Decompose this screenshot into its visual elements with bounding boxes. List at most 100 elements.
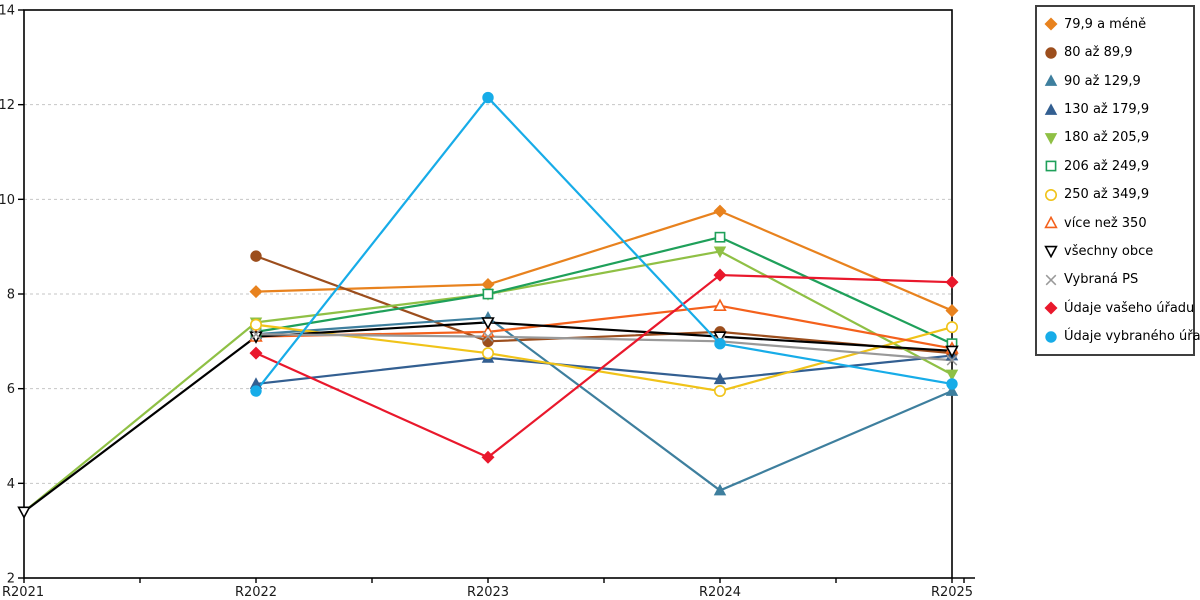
series-marker-circle [714,338,726,350]
series-marker-diamond [713,268,727,282]
series-marker-triangle-down [945,369,959,382]
legend-marker-icon [1044,216,1058,229]
series-marker-circle [945,321,958,334]
x-axis-label: R2021 [2,585,44,600]
series-line-9 [255,333,953,362]
legend-item-11: Údaje vybraného úřadu [1044,324,1200,350]
legend-item-4: 180 až 205,9 [1044,125,1193,151]
series-marker-diamond [249,346,263,360]
series-marker-triangle-down [945,345,959,359]
legend-marker-icon [1045,47,1057,59]
x-axis-label: R2023 [467,585,509,600]
legend-item-1: 80 až 89,9 [1044,40,1193,66]
series-marker-x [250,328,262,340]
legend-item-0: 79,9 a méně [1044,11,1193,37]
series-marker-circle [1045,188,1057,201]
series-line-3 [255,354,953,386]
legend-item-9: Vybraná PS [1044,267,1193,293]
legend-item-6: 250 až 349,9 [1044,182,1193,208]
series-marker-diamond [249,285,263,299]
series-marker-triangle-down [481,317,495,330]
legend-marker-icon [1044,102,1058,115]
y-axis-label: 4 [7,477,15,492]
series-marker-triangle-up [713,298,727,312]
series-marker-square [1045,160,1057,172]
series-marker-triangle-up [945,384,959,396]
legend-marker-icon [1044,17,1058,31]
chart-legend: 79,9 a méně 80 až 89,9 90 až 129,9 130 až 1… [1035,5,1200,356]
series-marker-triangle-up [1044,102,1058,115]
series-marker-diamond [945,275,959,289]
series-marker-triangle-down [1044,132,1058,145]
series-marker-circle [482,335,494,348]
series-line-2 [255,316,953,492]
legend-marker-icon [1045,330,1057,343]
legend-item-2: 90 až 129,9 [1044,68,1193,94]
series-marker-diamond [945,304,959,318]
series-marker-triangle-up [713,483,727,496]
x-axis-label: R2025 [931,585,973,600]
series-marker-triangle-up [713,372,727,385]
legend-item-label: 79,9 a méně [1064,16,1147,32]
series-line-6 [255,323,953,393]
series-marker-square [714,231,726,243]
series-marker-circle [713,385,726,398]
legend-marker-icon [1045,160,1057,172]
series-marker-circle [250,385,262,397]
series-line-7 [255,304,953,350]
series-marker-x [482,331,494,342]
legend-marker-icon [1044,246,1058,259]
legend-item-5: 206 až 249,9 [1044,153,1193,179]
legend-item-3: 130 až 179,9 [1044,97,1193,123]
legend-item-label: Údaje vybraného úřadu [1064,329,1200,344]
legend-item-label: 90 až 129,9 [1064,73,1141,89]
y-axis-label: 8 [7,288,15,303]
series-marker-diamond [481,450,495,464]
legend-item-label: 80 až 89,9 [1064,45,1133,61]
series-marker-circle [250,318,263,331]
series-marker-circle [1045,330,1057,343]
legend-item-10: Údaje vašeho úřadu [1044,295,1194,321]
legend-marker-icon [1045,274,1057,286]
legend-item-label: více než 350 [1064,215,1147,231]
x-axis-label: R2022 [235,585,277,600]
legend-marker-icon [1045,188,1057,201]
series-line-5 [255,236,953,345]
series-marker-circle [250,250,262,262]
legend-item-label: 180 až 205,9 [1064,130,1150,146]
series-marker-triangle-up [1044,74,1058,87]
series-marker-x [946,354,958,366]
legend-item-label: 206 až 249,9 [1064,158,1150,174]
series-line-10 [255,273,953,459]
y-axis-label: 12 [0,98,15,113]
legend-marker-icon [1044,132,1058,145]
legend-marker-icon [1044,74,1058,87]
x-axis-label: R2024 [699,585,741,600]
series-marker-triangle-down [713,331,727,344]
series-marker-circle [946,378,958,390]
y-axis-label: 14 [0,4,15,19]
series-line-1 [255,255,953,355]
series-line-11 [255,96,953,392]
series-marker-triangle-up [1044,216,1058,229]
series-marker-diamond [1044,17,1058,31]
series-marker-diamond [481,278,495,292]
y-axis-label: 2 [7,572,15,587]
series-marker-circle [481,347,494,360]
legend-item-label: 130 až 179,9 [1064,102,1150,117]
series-marker-square [482,288,494,300]
y-axis-label: 6 [7,382,15,397]
series-marker-x [1045,274,1057,286]
legend-item-label: 250 až 349,9 [1064,187,1150,203]
series-line-0 [255,210,953,312]
legend-item-8: všechny obce [1044,238,1193,264]
series-marker-triangle-down [1044,246,1058,259]
y-axis-label: 10 [0,193,15,208]
series-marker-diamond [1044,301,1058,315]
series-marker-circle [482,91,494,104]
legend-item-label: Vybraná PS [1064,272,1139,288]
series-marker-triangle-down [713,246,727,259]
legend-item-7: více než 350 [1044,210,1193,236]
series-marker-circle [1045,47,1057,59]
